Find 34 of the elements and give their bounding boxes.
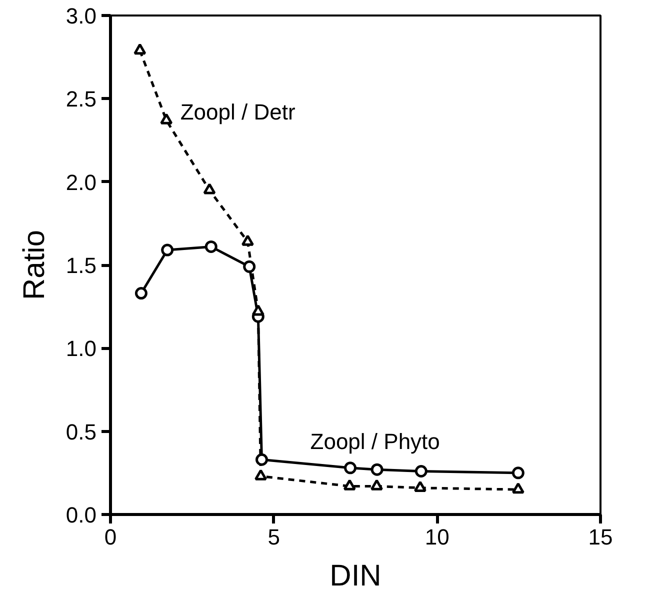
point bbox=[344, 462, 357, 474]
series-label: Zoopl / Detr bbox=[180, 99, 296, 124]
point bbox=[204, 240, 218, 253]
x-tick-label: 0 bbox=[104, 524, 117, 550]
point bbox=[203, 183, 216, 194]
x-tick-label: 10 bbox=[424, 524, 450, 550]
point bbox=[134, 43, 146, 55]
y-tick-label: 0.0 bbox=[66, 502, 97, 528]
y-tick-label: 1.0 bbox=[66, 336, 97, 362]
point bbox=[160, 113, 173, 124]
point bbox=[134, 287, 148, 300]
y-tick-label: 0.5 bbox=[66, 419, 97, 444]
y-tick-label: 1.5 bbox=[66, 253, 97, 278]
x-tick-label: 5 bbox=[268, 524, 280, 550]
point bbox=[512, 482, 524, 494]
point bbox=[414, 480, 426, 492]
y-axis-title: Ratio bbox=[18, 230, 51, 300]
y-tick-label: 2.0 bbox=[66, 170, 97, 195]
point bbox=[252, 304, 264, 316]
point bbox=[254, 469, 268, 480]
x-tick-label: 15 bbox=[588, 524, 613, 550]
point bbox=[512, 466, 524, 480]
x-axis-title: DIN bbox=[330, 560, 382, 592]
point bbox=[370, 463, 384, 476]
point bbox=[255, 453, 268, 466]
point bbox=[343, 479, 356, 490]
point bbox=[243, 260, 256, 273]
point bbox=[414, 465, 428, 478]
point bbox=[241, 234, 254, 246]
y-tick-label: 2.5 bbox=[66, 86, 97, 112]
point bbox=[161, 244, 174, 256]
y-tick-label: 3.0 bbox=[66, 4, 97, 28]
series-label: Zoopl / Phyto bbox=[310, 428, 440, 454]
point bbox=[370, 479, 383, 490]
